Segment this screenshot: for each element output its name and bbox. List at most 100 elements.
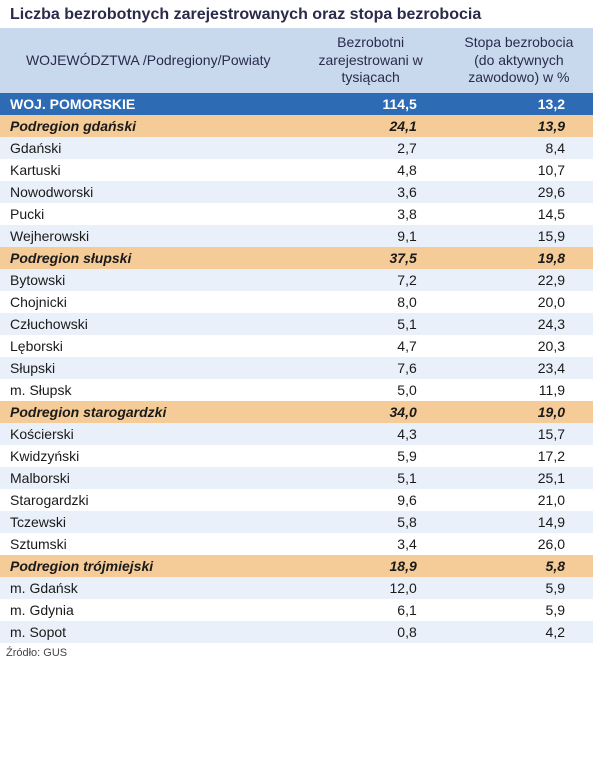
row-rate: 11,9	[445, 379, 593, 401]
row-registered: 3,6	[297, 181, 445, 203]
row-name: Podregion starogardzki	[0, 401, 297, 423]
table-row: m. Sopot0,84,2	[0, 621, 593, 643]
row-name: Wejherowski	[0, 225, 297, 247]
row-rate: 14,5	[445, 203, 593, 225]
row-registered: 5,8	[297, 511, 445, 533]
row-rate: 5,9	[445, 577, 593, 599]
table-row: m. Gdynia6,15,9	[0, 599, 593, 621]
row-rate: 21,0	[445, 489, 593, 511]
row-registered: 5,9	[297, 445, 445, 467]
table-row: m. Słupsk5,011,9	[0, 379, 593, 401]
table-row: Chojnicki8,020,0	[0, 291, 593, 313]
row-rate: 26,0	[445, 533, 593, 555]
row-name: Kościerski	[0, 423, 297, 445]
table-row: Gdański2,78,4	[0, 137, 593, 159]
row-rate: 15,7	[445, 423, 593, 445]
row-name: Podregion słupski	[0, 247, 297, 269]
table-row: Podregion słupski37,519,8	[0, 247, 593, 269]
row-name: Nowodworski	[0, 181, 297, 203]
row-name: Człuchowski	[0, 313, 297, 335]
row-registered: 34,0	[297, 401, 445, 423]
col-header-name: WOJEWÓDZTWA /Podregiony/Powiaty	[0, 28, 297, 93]
row-name: Podregion trójmiejski	[0, 555, 297, 577]
table-row: Człuchowski5,124,3	[0, 313, 593, 335]
table-row: WOJ. POMORSKIE114,513,2	[0, 93, 593, 115]
row-registered: 5,0	[297, 379, 445, 401]
row-registered: 12,0	[297, 577, 445, 599]
row-name: Lęborski	[0, 335, 297, 357]
table-row: Lęborski4,720,3	[0, 335, 593, 357]
row-rate: 29,6	[445, 181, 593, 203]
row-registered: 5,1	[297, 467, 445, 489]
row-name: Sztumski	[0, 533, 297, 555]
unemployment-table: WOJEWÓDZTWA /Podregiony/Powiaty Bezrobot…	[0, 28, 593, 643]
row-registered: 9,6	[297, 489, 445, 511]
row-registered: 3,4	[297, 533, 445, 555]
row-registered: 8,0	[297, 291, 445, 313]
row-rate: 22,9	[445, 269, 593, 291]
table-row: Podregion trójmiejski18,95,8	[0, 555, 593, 577]
row-registered: 4,3	[297, 423, 445, 445]
table-row: Podregion gdański24,113,9	[0, 115, 593, 137]
row-name: Bytowski	[0, 269, 297, 291]
row-rate: 5,8	[445, 555, 593, 577]
table-row: Pucki3,814,5	[0, 203, 593, 225]
row-name: m. Słupsk	[0, 379, 297, 401]
row-name: Malborski	[0, 467, 297, 489]
table-row: Tczewski5,814,9	[0, 511, 593, 533]
row-rate: 23,4	[445, 357, 593, 379]
table-body: WOJ. POMORSKIE114,513,2Podregion gdański…	[0, 93, 593, 643]
row-registered: 9,1	[297, 225, 445, 247]
row-rate: 14,9	[445, 511, 593, 533]
table-row: m. Gdańsk12,05,9	[0, 577, 593, 599]
row-rate: 8,4	[445, 137, 593, 159]
row-registered: 18,9	[297, 555, 445, 577]
row-registered: 4,8	[297, 159, 445, 181]
table-row: Starogardzki9,621,0	[0, 489, 593, 511]
table-row: Kwidzyński5,917,2	[0, 445, 593, 467]
row-registered: 0,8	[297, 621, 445, 643]
row-rate: 20,0	[445, 291, 593, 313]
row-name: m. Gdynia	[0, 599, 297, 621]
row-name: m. Gdańsk	[0, 577, 297, 599]
row-name: Pucki	[0, 203, 297, 225]
table-row: Nowodworski3,629,6	[0, 181, 593, 203]
row-rate: 19,8	[445, 247, 593, 269]
row-rate: 25,1	[445, 467, 593, 489]
row-name: Starogardzki	[0, 489, 297, 511]
row-rate: 15,9	[445, 225, 593, 247]
row-name: WOJ. POMORSKIE	[0, 93, 297, 115]
table-row: Kartuski4,810,7	[0, 159, 593, 181]
row-registered: 2,7	[297, 137, 445, 159]
row-rate: 19,0	[445, 401, 593, 423]
row-rate: 13,9	[445, 115, 593, 137]
col-header-rate: Stopa bezrobocia (do aktywnych zawodowo)…	[445, 28, 593, 93]
row-name: Tczewski	[0, 511, 297, 533]
row-rate: 24,3	[445, 313, 593, 335]
table-row: Słupski7,623,4	[0, 357, 593, 379]
row-registered: 37,5	[297, 247, 445, 269]
row-registered: 24,1	[297, 115, 445, 137]
row-registered: 4,7	[297, 335, 445, 357]
row-registered: 6,1	[297, 599, 445, 621]
row-registered: 7,2	[297, 269, 445, 291]
row-name: Gdański	[0, 137, 297, 159]
row-name: m. Sopot	[0, 621, 297, 643]
table-head: WOJEWÓDZTWA /Podregiony/Powiaty Bezrobot…	[0, 28, 593, 93]
table-row: Bytowski7,222,9	[0, 269, 593, 291]
table-row: Malborski5,125,1	[0, 467, 593, 489]
col-header-registered: Bezrobotni zarejestrowani w tysiącach	[297, 28, 445, 93]
row-registered: 5,1	[297, 313, 445, 335]
table-row: Sztumski3,426,0	[0, 533, 593, 555]
row-name: Chojnicki	[0, 291, 297, 313]
row-rate: 17,2	[445, 445, 593, 467]
row-registered: 7,6	[297, 357, 445, 379]
row-rate: 13,2	[445, 93, 593, 115]
row-registered: 114,5	[297, 93, 445, 115]
row-rate: 4,2	[445, 621, 593, 643]
table-row: Wejherowski9,115,9	[0, 225, 593, 247]
table-row: Podregion starogardzki34,019,0	[0, 401, 593, 423]
row-registered: 3,8	[297, 203, 445, 225]
table-title: Liczba bezrobotnych zarejestrowanych ora…	[0, 0, 593, 28]
source-text: Źródło: GUS	[0, 643, 593, 665]
